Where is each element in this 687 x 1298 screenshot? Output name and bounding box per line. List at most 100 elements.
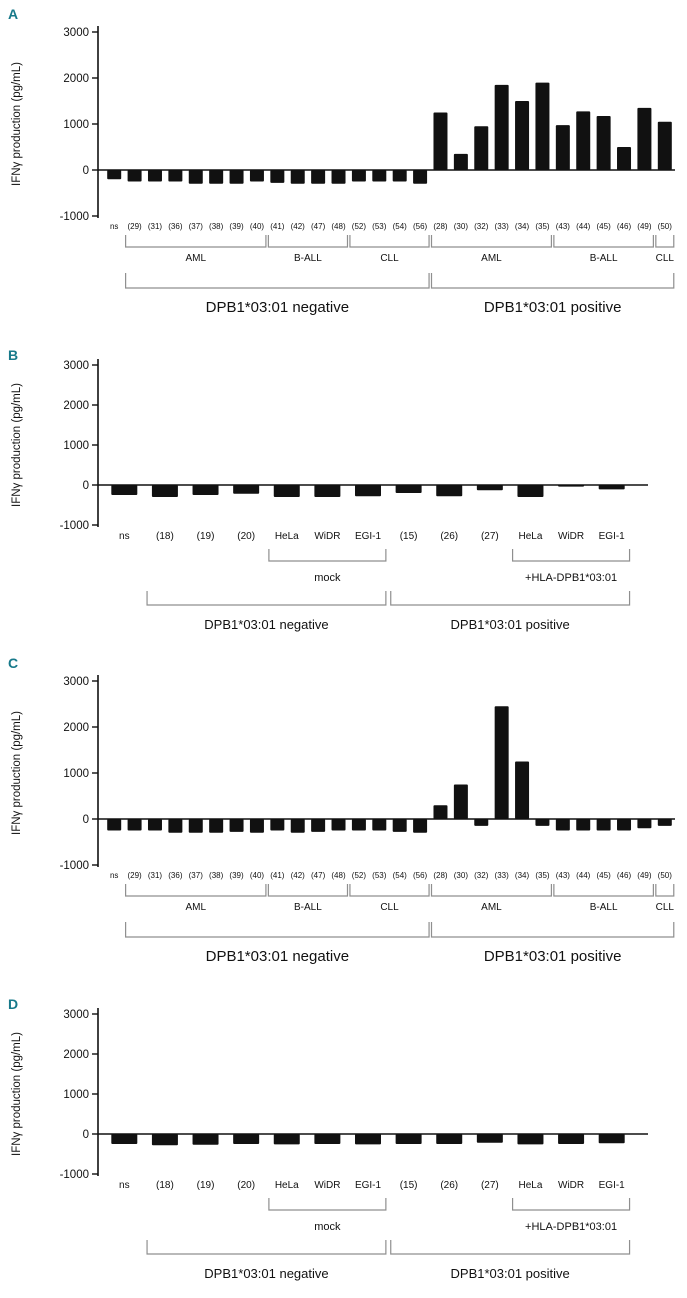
bar-ns — [111, 1134, 138, 1144]
x-tick-label: HeLa — [275, 1180, 299, 1191]
group-label: CLL — [656, 902, 675, 913]
bar-(44) — [576, 111, 591, 170]
bar-(15) — [395, 485, 422, 493]
group-bracket — [430, 235, 553, 248]
bar-(33) — [494, 84, 509, 170]
group-bracket — [146, 591, 387, 606]
group-bracket — [553, 884, 654, 897]
group-label: mock — [314, 572, 341, 584]
panel-d-letter: D — [8, 996, 19, 1012]
bar-ns — [107, 170, 122, 180]
x-tick-label: (19) — [197, 531, 215, 542]
y-tick-label: -1000 — [60, 520, 89, 532]
y-tick-label: 0 — [83, 480, 89, 492]
group-bracket — [511, 549, 631, 562]
chart-svg-A: 3000 2000 1000 0 -1000 IFNγ production (pg/mL… — [11, 26, 675, 316]
group-label: DPB1*03:01 negative — [204, 617, 328, 632]
x-tick-label: (42) — [291, 222, 306, 231]
bar-(53) — [372, 170, 387, 182]
group-bracket — [349, 884, 430, 897]
y-axis-title: IFNγ production (pg/mL) — [11, 1032, 23, 1156]
bar-(19) — [192, 485, 219, 495]
bar-(43) — [555, 819, 570, 831]
bar-(48) — [331, 170, 346, 184]
x-tick-label: (41) — [270, 871, 285, 880]
group-label: AML — [481, 253, 502, 264]
bar-(48) — [331, 819, 346, 831]
chart-panel-d: 3000 2000 1000 0 -1000 IFNγ production (pg/mL… — [0, 990, 687, 1298]
x-tick-label: (47) — [311, 222, 326, 231]
bar-(20) — [233, 485, 260, 494]
group-bracket — [125, 273, 430, 289]
x-tick-label: (53) — [372, 871, 387, 880]
group-bracket — [511, 1198, 631, 1211]
y-tick-label: -1000 — [60, 211, 89, 223]
y-tick-label: 1000 — [63, 440, 89, 452]
bar-(50) — [657, 121, 672, 170]
group-bracket — [430, 273, 675, 289]
x-tick-label: (30) — [454, 222, 469, 231]
bar-(20) — [233, 1134, 260, 1144]
x-tick-label: (50) — [658, 222, 673, 231]
group-label: mock — [314, 1221, 341, 1233]
x-tick-label: (37) — [189, 871, 204, 880]
group-bracket — [553, 235, 654, 248]
x-tick-label: (50) — [658, 871, 673, 880]
x-tick-label: ns — [119, 1180, 130, 1191]
bar-(26) — [436, 485, 463, 497]
bar-ns — [107, 819, 122, 831]
group-label: DPB1*03:01 negative — [206, 299, 349, 316]
bar-(37) — [188, 819, 203, 833]
bar-ns — [111, 485, 138, 495]
bar-(19) — [192, 1134, 219, 1145]
bar-(47) — [311, 170, 326, 184]
bar-(49) — [637, 107, 652, 170]
x-tick-label: (56) — [413, 871, 428, 880]
x-tick-label: (34) — [515, 871, 530, 880]
x-tick-label: (44) — [576, 871, 591, 880]
x-tick-label: (20) — [237, 1180, 255, 1191]
group-label: DPB1*03:01 negative — [204, 1266, 328, 1281]
x-tick-label: (54) — [393, 222, 408, 231]
bar-(34) — [515, 101, 530, 170]
group-label: AML — [185, 253, 206, 264]
x-tick-label: EGI-1 — [355, 531, 382, 542]
bar-(56) — [413, 819, 428, 833]
x-tick-label: (19) — [197, 1180, 215, 1191]
y-axis-title: IFNγ production (pg/mL) — [11, 62, 23, 186]
x-tick-label: (37) — [189, 222, 204, 231]
bar-(53) — [372, 819, 387, 831]
x-tick-label: (32) — [474, 222, 489, 231]
panel-b: B 3000 2000 1000 0 -1000 IFNγ production (pg/… — [0, 341, 687, 649]
group-bracket — [430, 884, 553, 897]
y-axis-title: IFNγ production (pg/mL) — [11, 383, 23, 507]
group-label: B-ALL — [294, 253, 322, 264]
bar-(52) — [351, 170, 366, 182]
bar-(29) — [127, 170, 142, 182]
y-tick-label: -1000 — [60, 1169, 89, 1181]
x-tick-label: WiDR — [558, 531, 584, 542]
y-tick-label: 3000 — [63, 1009, 89, 1021]
x-tick-label: (33) — [495, 222, 510, 231]
bar-(41) — [270, 170, 285, 183]
chart-svg-C: 3000 2000 1000 0 -1000 IFNγ production (pg/mL… — [11, 675, 675, 965]
bar-(56) — [413, 170, 428, 184]
bar-EGI-1 — [598, 1134, 625, 1144]
x-tick-label: (39) — [229, 871, 244, 880]
bar-(18) — [151, 1134, 178, 1146]
y-tick-label: 2000 — [63, 73, 89, 85]
bar-(32) — [474, 126, 489, 170]
chart-svg-B: 3000 2000 1000 0 -1000 IFNγ production (pg/mL… — [11, 359, 648, 632]
bar-(42) — [290, 170, 305, 184]
x-tick-label: HeLa — [519, 531, 543, 542]
x-tick-label: (41) — [270, 222, 285, 231]
bar-(40) — [249, 170, 264, 182]
x-tick-label: ns — [110, 871, 118, 880]
bar-(41) — [270, 819, 285, 831]
bar-(54) — [392, 170, 407, 182]
group-bracket — [268, 1198, 387, 1211]
bar-(28) — [433, 805, 448, 819]
bar-(15) — [395, 1134, 422, 1144]
group-label: DPB1*03:01 positive — [451, 1266, 570, 1281]
